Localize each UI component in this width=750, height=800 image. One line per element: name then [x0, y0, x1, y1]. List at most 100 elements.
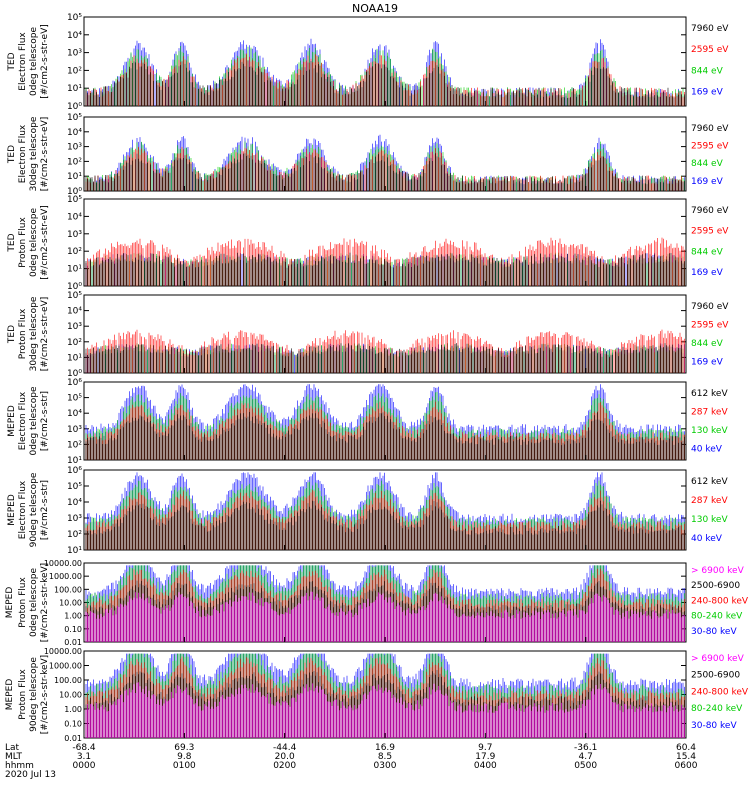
legend-entry: 30-80 keV [691, 721, 737, 731]
legend-entry: 169 eV [691, 358, 724, 368]
y-tick-label: 10⁴ [67, 128, 82, 138]
y-tick-label: 10⁵ [67, 482, 82, 492]
y-axis-label-line: Electron Flux [18, 480, 28, 539]
legend-entry: 80-240 keV [691, 704, 743, 714]
legend-entry: 2500-6900 [691, 581, 740, 591]
x-tick-label-mlt: 17.9 [475, 752, 495, 762]
x-row-label: 2020 Jul 13 [5, 770, 56, 780]
legend-entry: 240-800 keV [691, 596, 749, 606]
x-tick-label-hhmm: 0200 [273, 761, 296, 771]
y-tick-label: 10² [67, 66, 82, 76]
y-tick-label: 10⁴ [67, 212, 82, 222]
y-tick-label: 10⁴ [67, 307, 82, 317]
x-tick-label-hhmm: 0400 [474, 761, 497, 771]
x-tick-label-hhmm: 0000 [73, 761, 96, 771]
panel-5: 10¹ 10² 10³ 10⁴ 10⁵ 10⁶ MEPED Electron Flux 0deg… [7, 378, 728, 466]
y-axis-label-line: 30deg telescope [29, 296, 39, 371]
legend-entry: 2500-6900 [691, 671, 740, 681]
y-tick-label: 10² [67, 440, 82, 450]
legend-entry: 169 eV [691, 177, 724, 187]
y-tick-label: 10³ [67, 425, 82, 435]
x-tick-label-hhmm: 0500 [574, 761, 597, 771]
series-trace [85, 591, 685, 642]
x-tick-label-hhmm: 0600 [675, 761, 698, 771]
y-tick-label: 0.01 [64, 734, 82, 743]
y-tick-label: 10² [67, 247, 82, 257]
y-axis-label-line: Electron Flux [18, 32, 28, 91]
y-axis-label-line: MEPED [7, 494, 17, 526]
y-tick-label: 10.00 [59, 599, 82, 608]
x-tick-label-mlt: 3.1 [77, 752, 91, 762]
y-tick-label: 10³ [67, 143, 82, 153]
y-axis-label-line: Electron Flux [18, 391, 28, 450]
legend-entry: 40 keV [691, 534, 723, 544]
y-axis-label-line: 0deg telescope [29, 386, 39, 456]
legend-entry: 2595 eV [691, 142, 729, 152]
series-traces [85, 384, 685, 460]
legend-entry: 130 keV [691, 426, 728, 436]
y-axis-label-line: [#/cm2-s-str] [40, 480, 50, 540]
y-axis-label-line: TED [7, 145, 17, 164]
y-tick-label: 10¹ [67, 353, 82, 363]
x-tick-label-mlt: 4.7 [579, 752, 593, 762]
x-tick-label-mlt: 8.5 [378, 752, 392, 762]
series-trace [85, 500, 685, 550]
series-trace [85, 682, 685, 738]
x-tick-label-lat: 69.3 [174, 743, 194, 753]
legend-entry: 80-240 keV [691, 612, 743, 622]
legend-entry: 240-800 keV [691, 687, 749, 697]
y-tick-label: 10⁰ [67, 282, 82, 292]
y-tick-label: 10³ [67, 514, 82, 524]
x-tick-label-lat: -68.4 [72, 743, 96, 753]
x-tick-label-lat: 16.9 [375, 743, 395, 753]
x-tick-label-mlt: 9.8 [177, 752, 192, 762]
x-tick-label-lat: -36.1 [574, 743, 597, 753]
y-tick-label: 0.10 [64, 720, 82, 729]
y-tick-label: 1000.00 [49, 662, 82, 671]
y-tick-label: 1.00 [64, 612, 82, 621]
y-axis-label-line: MEPED [7, 405, 17, 437]
y-axis-label-line: [#/cm2-s-str-keV] [40, 563, 50, 642]
y-axis-label-line: 0deg telescope [29, 208, 39, 278]
y-tick-label: 10.00 [59, 691, 82, 700]
legend-entry: > 6900 keV [691, 566, 745, 576]
series-trace [85, 412, 685, 460]
y-tick-label: 10³ [67, 230, 82, 240]
legend-entry: 7960 eV [691, 124, 729, 134]
panel-4: 10⁰ 10¹ 10² 10³ 10⁴ 10⁵ TED Proton Flux 30deg te… [7, 291, 729, 379]
legend-entry: 7960 eV [691, 24, 729, 34]
y-tick-label: 10⁶ [67, 378, 82, 388]
x-tick-label-lat: 60.4 [676, 743, 696, 753]
series-traces [85, 134, 685, 191]
series-trace [85, 153, 685, 191]
legend-entry: 844 eV [691, 339, 724, 349]
y-tick-label: 0.01 [64, 638, 82, 647]
series-traces [85, 653, 685, 738]
series-trace [85, 60, 685, 106]
y-tick-label: 10¹ [67, 456, 82, 466]
x-tick-label-mlt: 20.0 [275, 752, 295, 762]
series-traces [85, 237, 685, 286]
y-axis-label-line: MEPED [5, 587, 15, 619]
series-trace [85, 252, 685, 286]
legend-entry: 612 keV [691, 477, 728, 487]
y-tick-label: 10⁴ [67, 31, 82, 41]
series-trace [85, 343, 682, 373]
legend-entry: 7960 eV [691, 302, 729, 312]
y-tick-label: 10000.00 [44, 647, 82, 656]
y-axis-label-line: Electron Flux [18, 124, 28, 183]
series-traces [85, 38, 685, 106]
panel-2: 10⁰ 10¹ 10² 10³ 10⁴ 10⁵ TED Electron Flux 30deg … [7, 113, 729, 197]
legend-entry: 287 keV [691, 496, 728, 506]
chart-title: NOAA19 [352, 2, 398, 15]
series-traces [85, 472, 685, 550]
legend-entry: 287 keV [691, 408, 728, 418]
y-tick-label: 10⁰ [67, 102, 82, 112]
y-tick-label: 10⁴ [67, 409, 82, 419]
legend-entry: 844 eV [691, 66, 724, 76]
y-tick-label: 10⁰ [67, 187, 82, 197]
series-traces [85, 565, 685, 642]
